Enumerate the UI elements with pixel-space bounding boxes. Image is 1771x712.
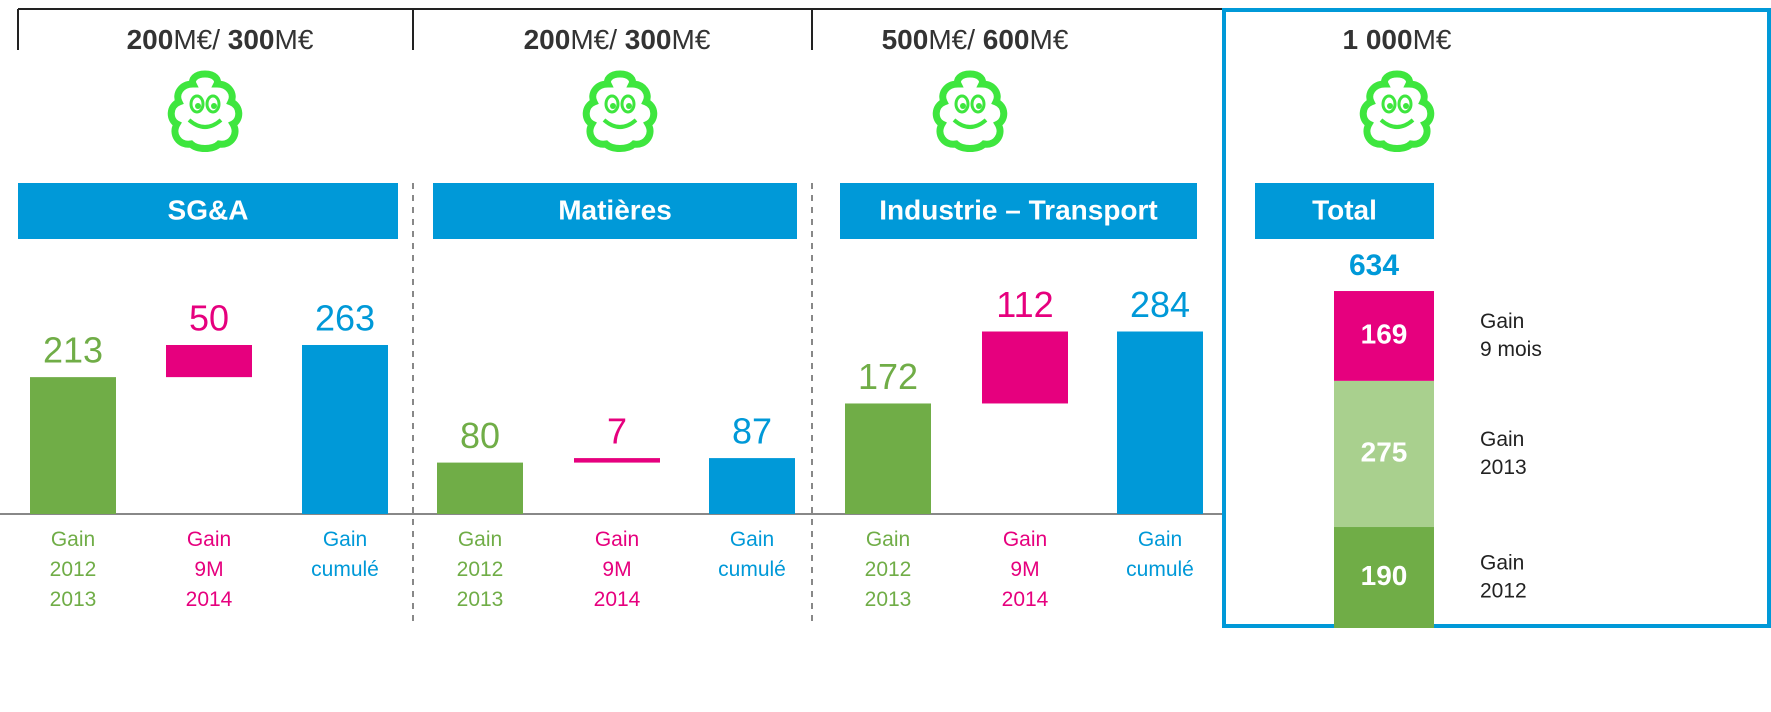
header-part: 500: [882, 24, 929, 55]
header-part: M€/: [570, 24, 624, 55]
panel-header: 500M€/ 600M€: [882, 24, 1069, 55]
header-part: M€: [1413, 24, 1452, 55]
segment-label: 190: [1361, 560, 1408, 591]
segment-label: 169: [1361, 318, 1408, 349]
panel-header: 1 000M€: [1343, 24, 1452, 55]
category-label: Industrie – Transport: [879, 194, 1158, 225]
header-part: 300: [228, 24, 275, 55]
header-part: 200: [127, 24, 174, 55]
bar: [1117, 332, 1203, 514]
value-label: 80: [460, 415, 500, 456]
header-part: M€: [1030, 24, 1069, 55]
header-part: 1 000: [1343, 24, 1413, 55]
mascot: [1363, 74, 1431, 149]
total-label: 634: [1349, 249, 1399, 282]
mascot: [171, 74, 239, 149]
header-part: 300: [625, 24, 672, 55]
value-label: 284: [1130, 284, 1190, 325]
value-label: 213: [43, 330, 103, 371]
bar: [845, 403, 931, 514]
value-label: 112: [996, 284, 1053, 325]
panel-header: 200M€/ 300M€: [127, 24, 314, 55]
bar: [437, 463, 523, 514]
bar: [574, 458, 660, 462]
bar: [302, 345, 388, 514]
header-part: 200: [524, 24, 571, 55]
bar: [982, 332, 1068, 404]
header-part: M€/: [173, 24, 227, 55]
value-label: 263: [315, 298, 375, 339]
value-label: 50: [189, 298, 229, 339]
header-part: M€/: [928, 24, 982, 55]
chart: 200M€/ 300M€SG&A213Gain2012201350Gain9M2…: [0, 0, 1771, 712]
panel-header: 200M€/ 300M€: [524, 24, 711, 55]
segment-label: 275: [1361, 436, 1408, 467]
bar: [166, 345, 252, 377]
header-part: M€: [672, 24, 711, 55]
header-part: 600: [983, 24, 1030, 55]
bar: [709, 458, 795, 514]
value-label: 172: [858, 356, 918, 397]
category-label: SG&A: [168, 194, 249, 225]
header-part: M€: [275, 24, 314, 55]
value-label: 7: [607, 411, 627, 452]
bar: [30, 377, 116, 514]
category-label: Total: [1312, 194, 1377, 225]
value-label: 87: [732, 411, 772, 452]
category-label: Matières: [558, 194, 672, 225]
mascot: [586, 74, 654, 149]
mascot: [936, 74, 1004, 149]
